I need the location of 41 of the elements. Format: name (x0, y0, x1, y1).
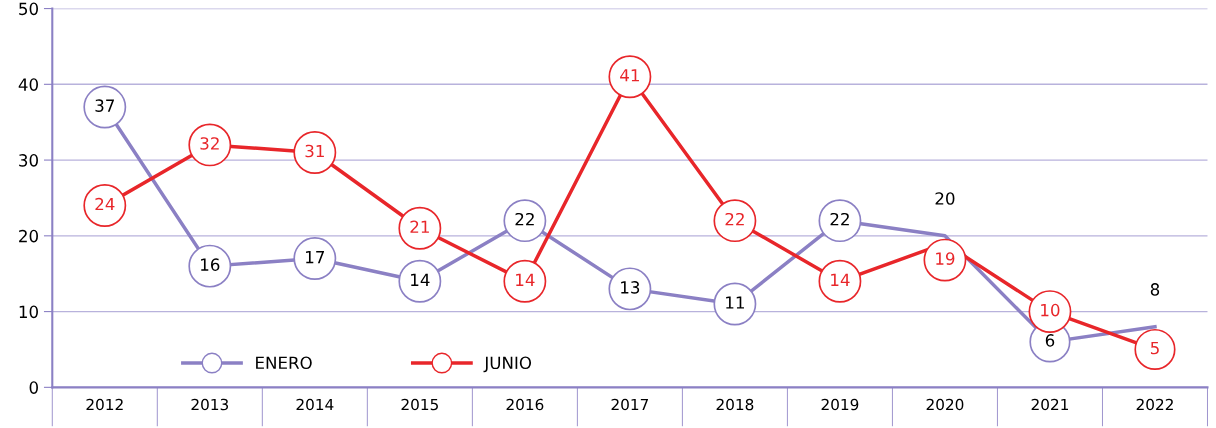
data-label: 16 (201, 258, 220, 271)
data-label: 22 (830, 212, 849, 226)
data-label: 22 (725, 212, 744, 226)
data-label: 17 (306, 251, 325, 264)
y-tick-label: 40 (18, 78, 38, 91)
data-label: 8 (1150, 283, 1160, 296)
x-tick-label: 2018 (716, 398, 754, 411)
x-tick-label: 2012 (86, 398, 123, 411)
data-label: 14 (411, 273, 430, 286)
data-label: 6 (1045, 334, 1055, 347)
legend-label: ENERO (256, 356, 312, 370)
x-tick-label: 2015 (401, 398, 438, 411)
data-label: 20 (935, 192, 955, 205)
y-tick-label: 20 (19, 229, 38, 243)
y-tick-label: 10 (19, 305, 38, 319)
x-tick-label: 2021 (1031, 398, 1068, 411)
data-label: 14 (516, 273, 535, 286)
data-label: 31 (305, 144, 324, 158)
data-label: 10 (1041, 303, 1060, 317)
data-label: 21 (410, 220, 429, 233)
y-tick-label: 0 (29, 381, 38, 394)
data-label: 13 (621, 281, 640, 294)
data-label: 41 (620, 69, 639, 82)
data-label: 11 (726, 296, 744, 309)
data-label: 5 (1150, 341, 1159, 355)
x-tick-label: 2013 (191, 398, 229, 411)
x-tick-label: 2019 (821, 398, 859, 411)
x-tick-label: 2016 (506, 398, 544, 411)
x-tick-label: 2020 (926, 398, 964, 411)
x-tick-label: 2014 (296, 398, 334, 411)
y-tick-label: 30 (19, 154, 38, 167)
data-label: 22 (515, 212, 534, 226)
legend-label: JUNIO (483, 356, 532, 373)
y-tick-label: 50 (19, 2, 38, 16)
data-label: 32 (200, 137, 219, 150)
data-label: 19 (936, 252, 955, 265)
data-label: 14 (831, 273, 850, 286)
x-tick-label: 2017 (611, 398, 649, 411)
data-label: 24 (95, 197, 115, 211)
x-tick-label: 2022 (1136, 398, 1173, 411)
data-label: 37 (95, 99, 114, 112)
